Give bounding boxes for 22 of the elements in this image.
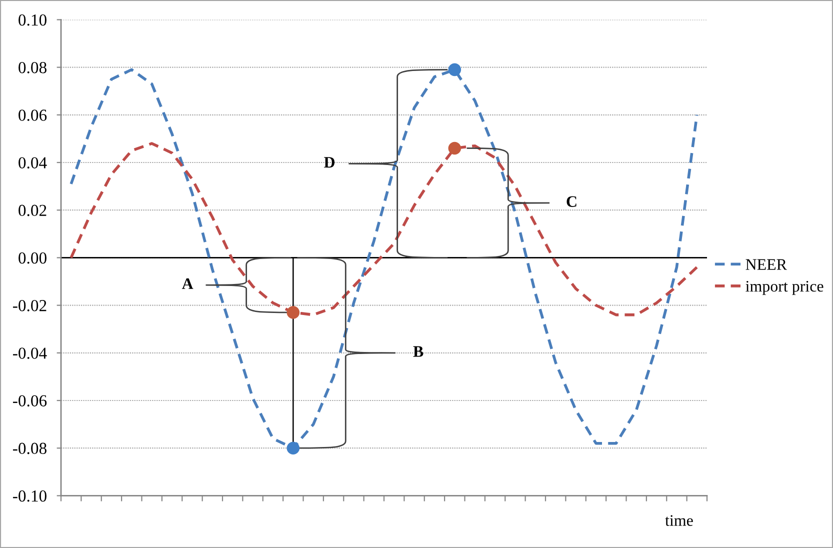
y-tick-label: -0.08 [13,442,46,454]
y-tick-label: -0.10 [13,490,46,502]
y-tick-label: -0.06 [13,395,47,407]
x-axis-title: time [665,515,693,526]
annotation: C [566,196,576,207]
y-tick-label: -0.04 [13,348,47,359]
annotation: D [324,157,334,168]
point [286,442,300,454]
legend-label: import price [746,280,824,295]
y-tick-label: 0.00 [18,252,46,264]
y-tick-label: 0.10 [18,14,46,26]
y-tick-label: -0.02 [13,300,46,312]
point [448,63,462,76]
y-tick-label: 0.06 [18,110,47,121]
annotation: A [182,278,194,289]
annotation: B [413,346,424,357]
point [286,306,300,319]
legend-label: NEER [746,259,787,270]
y-tick-label: 0.08 [18,62,46,74]
point [448,142,462,155]
y-tick-label: 0.04 [18,157,47,169]
y-tick-label: 0.02 [18,204,46,216]
